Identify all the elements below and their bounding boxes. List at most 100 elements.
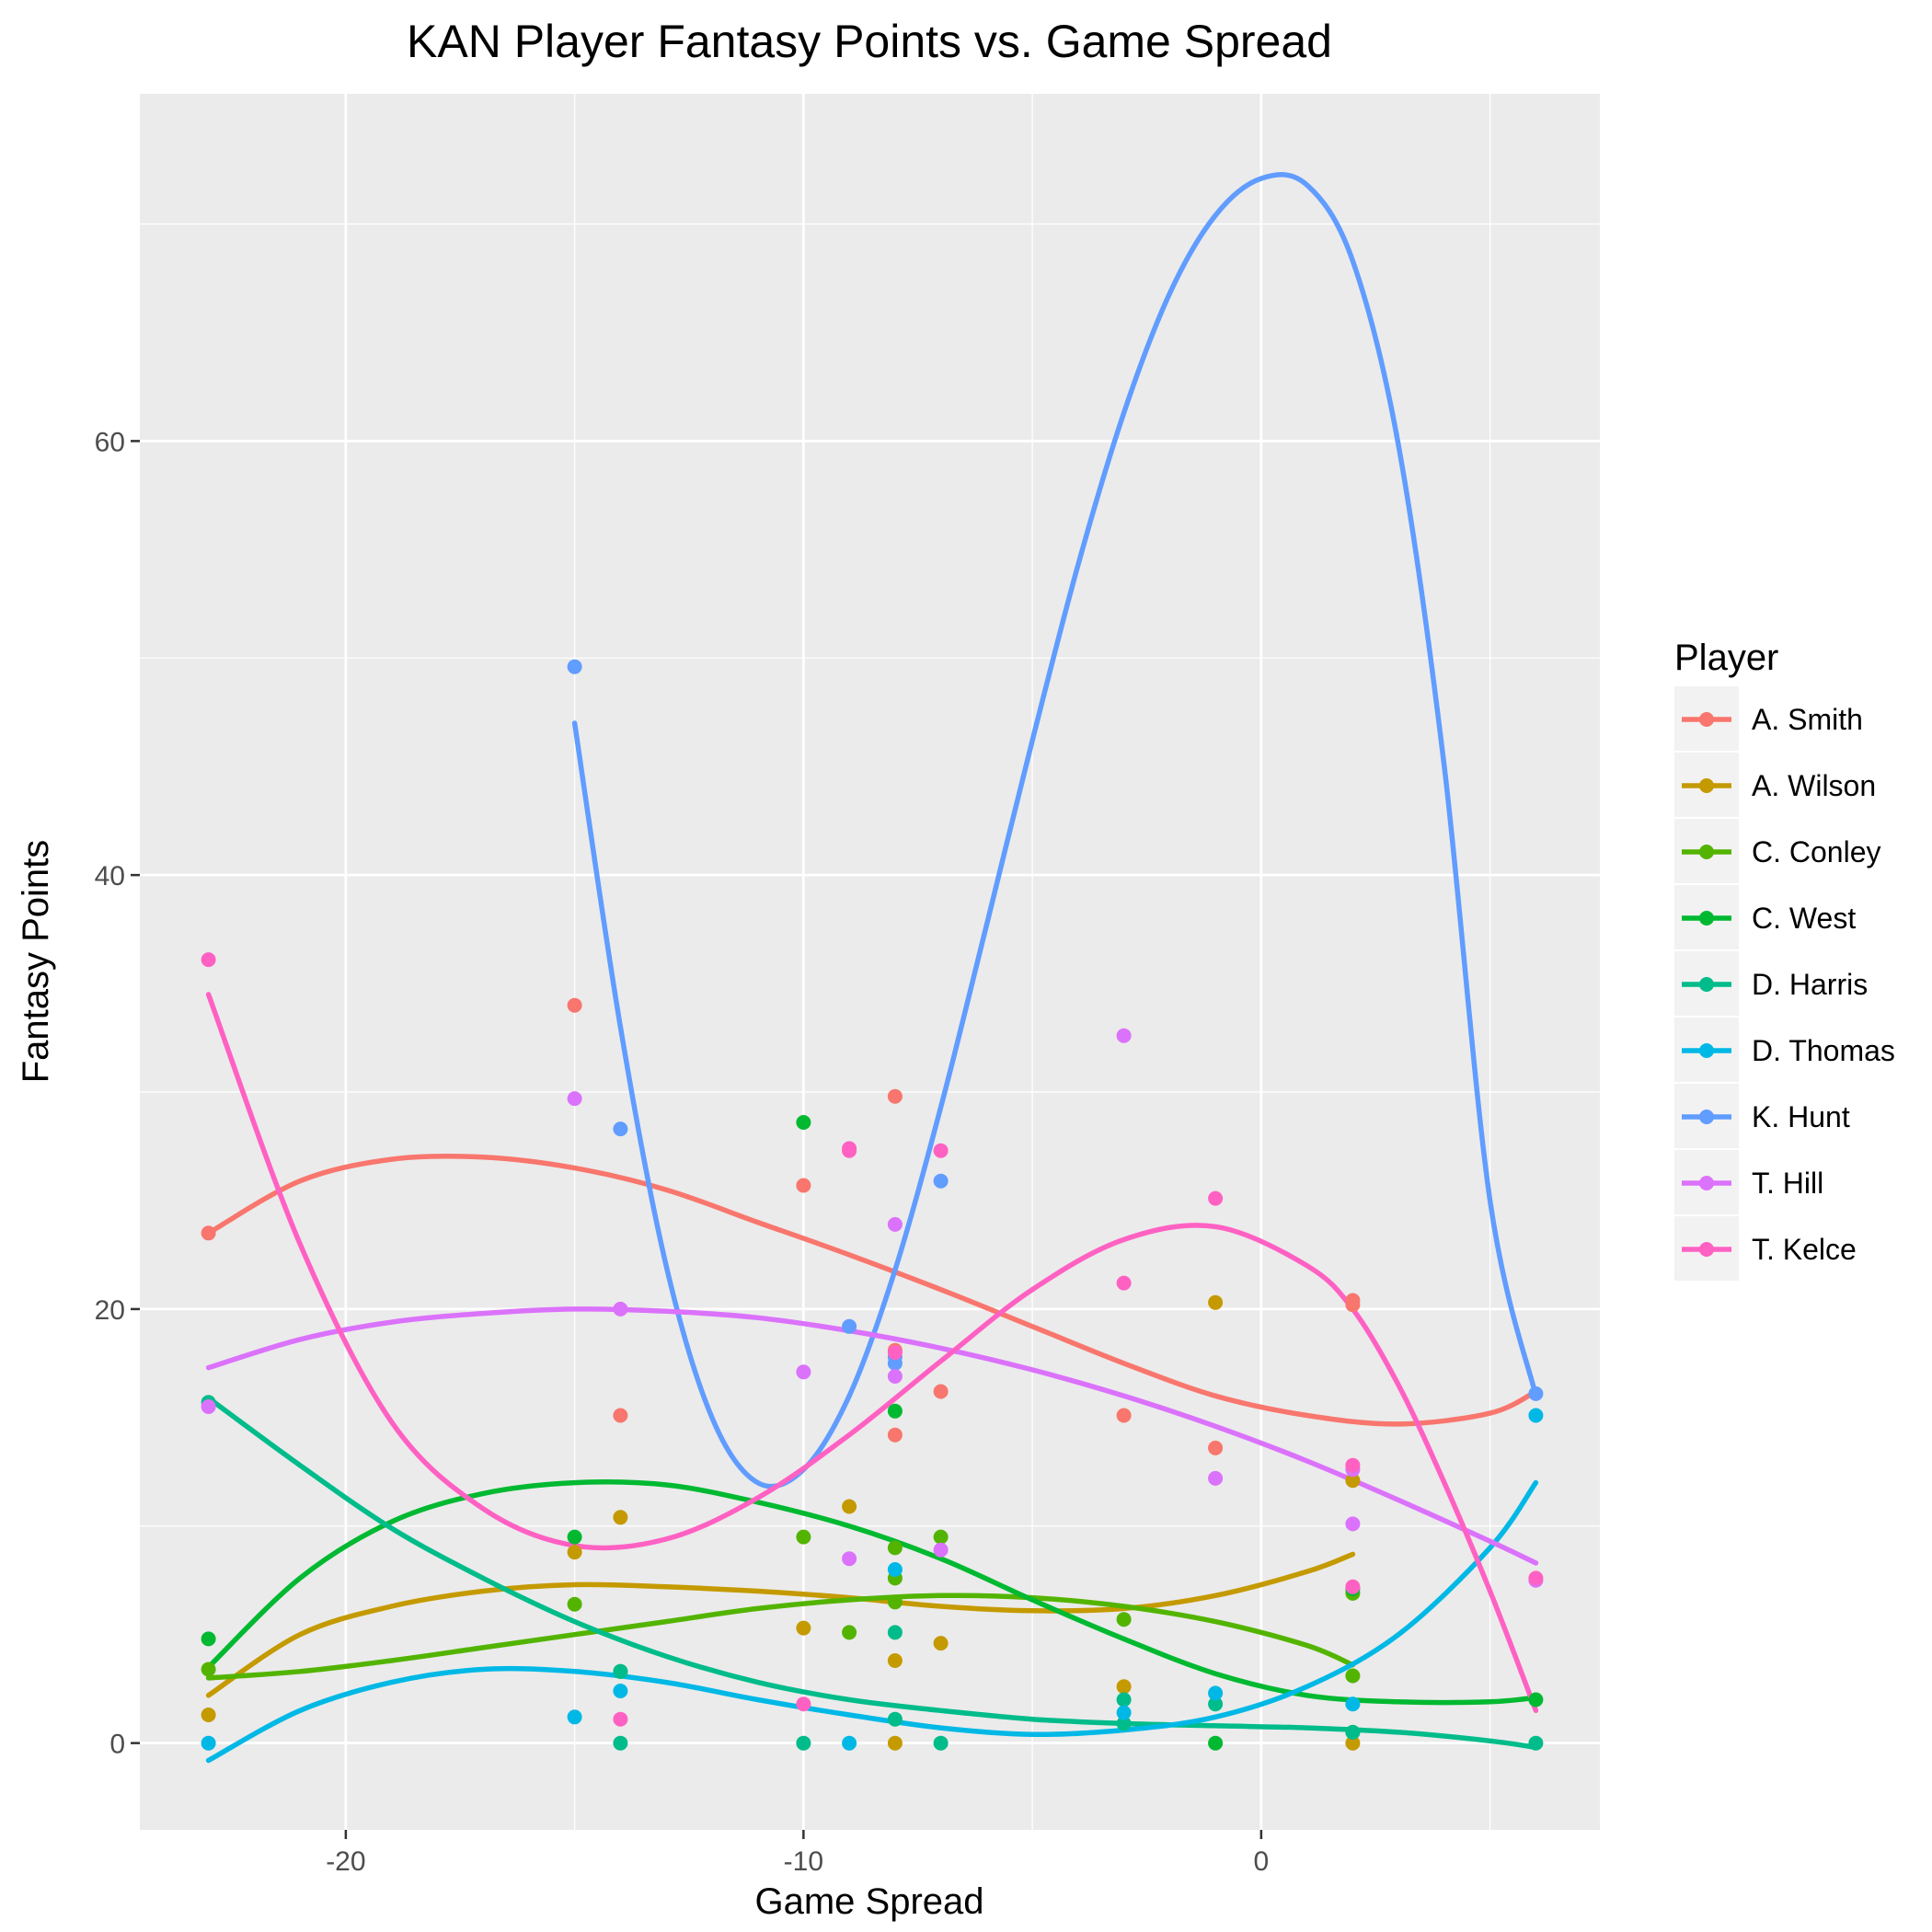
legend-label: T. Hill [1752, 1167, 1823, 1200]
trend-line-d-harris [205, 1395, 1539, 1751]
point-t-hill [842, 1551, 857, 1567]
legend-label: A. Wilson [1752, 769, 1876, 802]
point-a-smith [201, 1225, 216, 1241]
y-tick-label: 60 [95, 427, 125, 457]
legend-title: Player [1674, 638, 1778, 678]
x-tick-label: -10 [784, 1846, 823, 1877]
point-a-wilson [613, 1510, 628, 1525]
plot-panel [140, 94, 1600, 1830]
point-a-wilson [887, 1735, 903, 1751]
x-tick-label: 0 [1254, 1846, 1270, 1877]
point-c-conley [1116, 1612, 1132, 1627]
point-a-smith [567, 997, 582, 1013]
legend-item-t-hill: T. Hill [1674, 1150, 1823, 1214]
point-k-hunt [842, 1318, 857, 1334]
legend-item-k-hunt: K. Hunt [1674, 1084, 1850, 1148]
point-k-hunt [887, 1355, 903, 1371]
legend-key-point [1699, 1110, 1714, 1124]
point-d-thomas [887, 1562, 903, 1577]
tick-labels: -20 -10 0 0 20 40 60 [95, 427, 1270, 1877]
legend: Player A. Smith A. Wilson C. Conley C. West… [1674, 638, 1895, 1281]
point-k-hunt [567, 659, 582, 674]
y-axis-title: Fantasy Points [16, 840, 56, 1084]
point-d-harris [933, 1735, 949, 1751]
point-a-wilson [1345, 1735, 1361, 1751]
point-d-harris [1116, 1716, 1132, 1731]
point-a-smith [1116, 1408, 1132, 1423]
point-a-smith [796, 1178, 811, 1193]
point-d-thomas [1528, 1408, 1544, 1423]
legend-item-t-kelce: T. Kelce [1674, 1216, 1857, 1281]
point-d-harris [1208, 1696, 1224, 1712]
point-a-smith [613, 1408, 628, 1423]
point-a-wilson [201, 1708, 216, 1722]
point-c-west [1528, 1692, 1544, 1708]
point-t-hill [933, 1542, 949, 1558]
point-t-hill [567, 1091, 582, 1107]
point-t-kelce [1208, 1190, 1224, 1206]
point-t-kelce [1345, 1457, 1361, 1473]
point-c-conley [567, 1596, 582, 1612]
point-d-thomas [613, 1684, 628, 1698]
point-t-kelce [613, 1711, 628, 1727]
legend-label: C. Conley [1752, 835, 1881, 868]
point-c-conley [1345, 1668, 1361, 1684]
trend-line-a-smith [205, 1153, 1539, 1427]
point-t-hill [887, 1369, 903, 1384]
point-t-kelce [1116, 1275, 1132, 1291]
legend-key-point [1699, 977, 1714, 992]
point-t-hill [613, 1301, 628, 1317]
point-t-kelce [1528, 1570, 1544, 1586]
legend-label: T. Kelce [1752, 1233, 1857, 1266]
legend-item-d-thomas: D. Thomas [1674, 1018, 1895, 1082]
point-t-kelce [887, 1345, 903, 1361]
point-a-wilson [567, 1545, 582, 1560]
trend-line-t-hill [205, 1306, 1539, 1566]
point-d-harris [796, 1735, 811, 1751]
legend-key-point [1699, 712, 1714, 727]
point-c-conley [201, 1662, 216, 1677]
legend-label: K. Hunt [1752, 1100, 1850, 1133]
point-a-wilson [1208, 1294, 1224, 1310]
point-t-hill [1208, 1470, 1224, 1486]
legend-item-c-west: C. West [1674, 885, 1856, 949]
trend-line-t-kelce [205, 992, 1539, 1714]
legend-item-a-wilson: A. Wilson [1674, 753, 1876, 817]
point-d-harris [613, 1663, 628, 1679]
trend-line-k-hunt [571, 172, 1539, 1489]
point-a-wilson [1345, 1473, 1361, 1489]
point-t-hill [887, 1216, 903, 1232]
point-d-thomas [201, 1735, 216, 1751]
point-c-west [1208, 1735, 1224, 1751]
point-t-kelce [796, 1696, 811, 1712]
trend-lines [205, 172, 1539, 1764]
point-c-west [796, 1115, 811, 1130]
point-d-thomas [567, 1709, 582, 1725]
legend-key-point [1699, 1176, 1714, 1190]
point-d-harris [887, 1625, 903, 1640]
legend-item-a-smith: A. Smith [1674, 686, 1863, 751]
point-c-west [887, 1403, 903, 1419]
point-t-hill [796, 1364, 811, 1380]
point-k-hunt [1528, 1386, 1544, 1401]
point-d-harris [887, 1711, 903, 1727]
legend-label: D. Harris [1752, 968, 1868, 1001]
legend-item-c-conley: C. Conley [1674, 819, 1881, 883]
point-c-conley [796, 1529, 811, 1545]
point-a-wilson [933, 1636, 949, 1651]
point-t-hill [1116, 1028, 1132, 1043]
point-d-harris [1116, 1692, 1132, 1708]
point-t-kelce [1345, 1579, 1361, 1594]
point-d-thomas [1345, 1696, 1361, 1712]
point-t-kelce [933, 1143, 949, 1158]
trend-line-c-conley [205, 1593, 1356, 1681]
point-c-west [567, 1529, 582, 1545]
y-tick-label: 40 [95, 861, 125, 891]
x-axis-title: Game Spread [754, 1881, 983, 1922]
legend-key-point [1699, 911, 1714, 926]
point-a-wilson [1116, 1679, 1132, 1695]
point-c-conley [887, 1594, 903, 1610]
trend-line-c-west [205, 1478, 1539, 1706]
point-d-harris [1345, 1724, 1361, 1740]
